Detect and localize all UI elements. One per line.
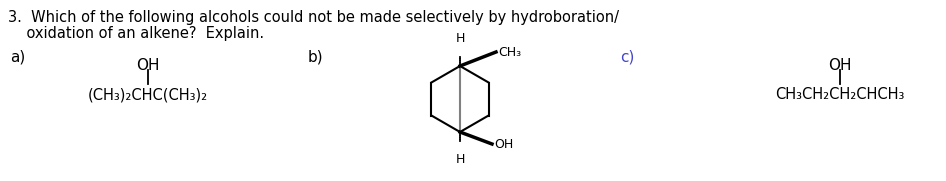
Text: CH₃CH₂CH₂CHCH₃: CH₃CH₂CH₂CHCH₃ <box>776 87 904 102</box>
Text: (CH₃)₂CHC(CH₃)₂: (CH₃)₂CHC(CH₃)₂ <box>88 87 208 102</box>
Text: CH₃: CH₃ <box>498 45 521 58</box>
Text: a): a) <box>10 50 26 65</box>
Text: H: H <box>455 153 464 166</box>
Text: oxidation of an alkene?  Explain.: oxidation of an alkene? Explain. <box>8 26 264 41</box>
Text: H: H <box>455 32 464 45</box>
Text: OH: OH <box>829 58 851 73</box>
Text: b): b) <box>308 50 324 65</box>
Text: c): c) <box>620 50 635 65</box>
Text: OH: OH <box>494 138 514 150</box>
Text: OH: OH <box>136 58 160 73</box>
Text: 3.  Which of the following alcohols could not be made selectively by hydroborati: 3. Which of the following alcohols could… <box>8 10 619 25</box>
